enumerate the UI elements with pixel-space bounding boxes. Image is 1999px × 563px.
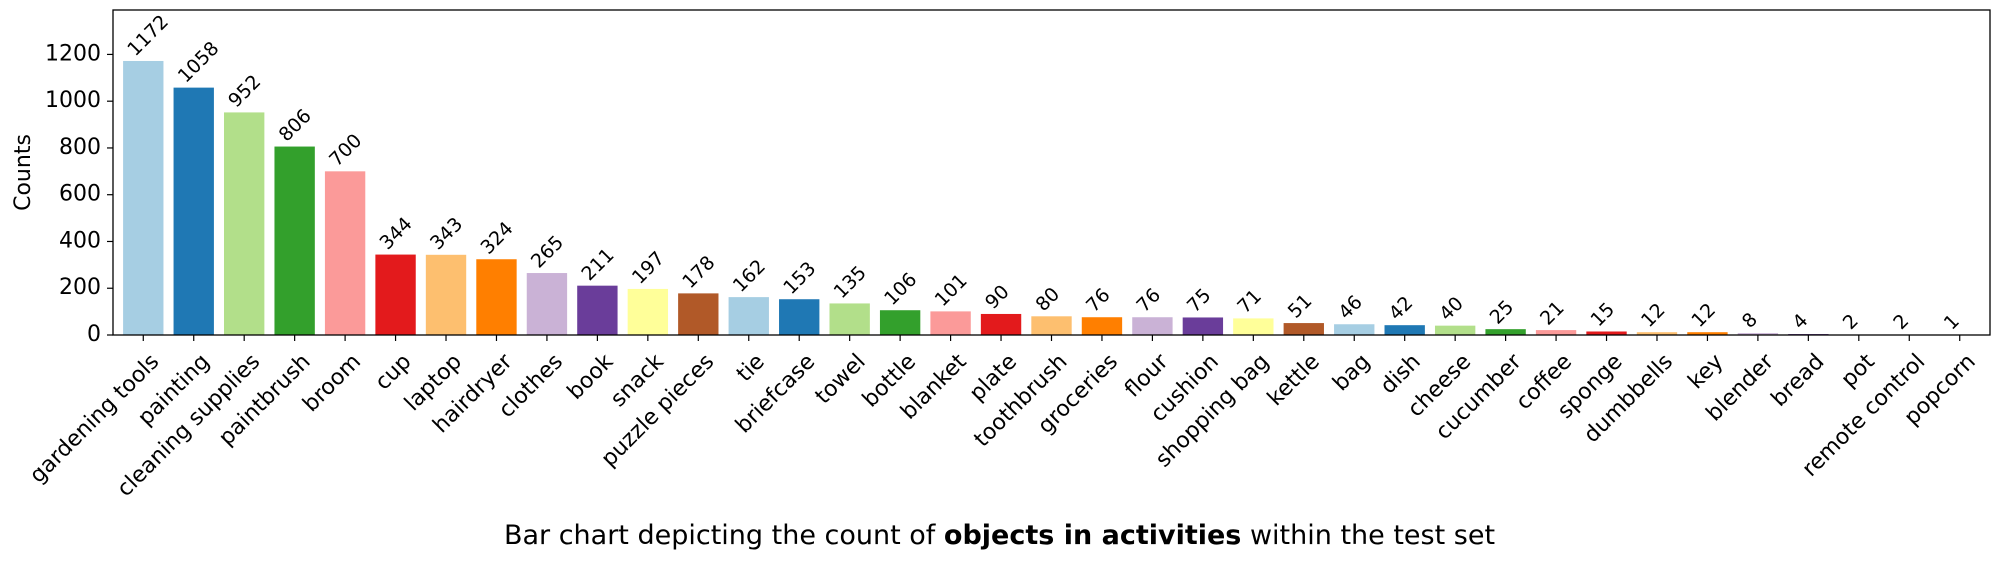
value-label: 700 [325,130,366,171]
value-label: 8 [1738,309,1762,333]
value-label: 21 [1536,297,1569,330]
y-tick-label: 600 [59,182,101,207]
value-label: 2 [1889,310,1913,334]
bar-blanket [930,311,971,335]
value-label: 15 [1587,298,1620,331]
value-label: 80 [1031,283,1064,316]
bar-clothes [526,273,568,335]
bar-snack [627,288,669,335]
bar-gardening-tools [123,60,164,335]
x-tick-label: bag [1328,349,1375,396]
y-tick-label: 200 [59,275,101,300]
bar-coffee [1535,330,1577,335]
bar-cushion [1182,317,1224,335]
bar-hairdryer [476,259,517,335]
value-label: 324 [476,218,517,259]
value-label: 952 [224,71,265,112]
y-tick-label: 0 [87,322,101,347]
value-label: 1 [1940,310,1964,334]
value-label: 75 [1183,284,1216,317]
bar-bottle [879,310,921,335]
value-label: 42 [1385,292,1418,325]
value-label: 1058 [174,37,224,87]
bar-briefcase [779,299,820,335]
y-tick-label: 1000 [45,88,101,113]
x-tick-label: towel [811,349,871,409]
bar-cleaning-supplies [224,112,265,336]
bar-flour [1132,317,1173,335]
value-label: 101 [931,270,972,311]
bar-book [577,285,618,335]
y-tick-label: 1200 [45,41,101,66]
bar-painting [173,87,214,335]
bar-puzzle-pieces [678,293,719,335]
x-tick-label: pot [1837,349,1880,392]
bar-kettle [1283,323,1324,335]
bar-cup [375,254,416,335]
bar-shopping-bag [1233,318,1274,335]
bar-blender [1737,333,1779,335]
bar-paintbrush [274,146,315,335]
bar-cheese [1434,325,1476,335]
x-tick-label: bread [1767,349,1830,412]
value-label: 71 [1233,285,1266,318]
value-label: 90 [981,281,1014,314]
value-label: 51 [1284,290,1317,323]
bars-group [123,60,1980,336]
value-label: 162 [729,255,770,296]
value-label: 178 [678,252,719,293]
caption-suffix: within the test set [1241,520,1496,551]
bar-dish [1384,325,1425,335]
bar-towel [829,303,870,335]
value-label: 46 [1334,291,1367,324]
x-tick-label: kettle [1263,349,1325,411]
bar-toothbrush [1031,316,1072,335]
bar-plate [980,313,1022,335]
value-label: 106 [880,269,921,310]
value-label: 153 [779,258,820,299]
y-tick-label: 400 [59,228,101,253]
value-label: 12 [1687,299,1720,332]
value-label: 76 [1132,284,1165,317]
value-label: 2 [1839,310,1863,334]
value-label: 211 [577,244,618,285]
caption-bold: objects in activities [943,520,1242,551]
caption-prefix: Bar chart depicting the count of [503,520,944,551]
bar-dumbbells [1636,332,1678,335]
value-label: 135 [830,262,871,303]
value-label: 25 [1486,296,1519,329]
value-label: 344 [376,213,417,254]
y-tick-label: 800 [59,135,101,160]
plot-frame [112,9,1991,336]
bar-laptop [425,254,467,335]
value-label: 76 [1082,284,1115,317]
y-axis: 0 200 400 600 800 1000 1200 [45,41,113,347]
value-label: 12 [1637,299,1670,332]
value-label: 1172 [123,11,173,61]
bar-cucumber [1485,329,1526,335]
bar-sponge [1586,331,1627,335]
value-label: 40 [1435,293,1468,326]
figure-caption: Bar chart depicting the count of objects… [0,520,1999,551]
bar-key [1687,332,1728,335]
bar-tie [728,297,769,335]
value-label: 197 [628,247,669,288]
value-label: 4 [1788,309,1812,333]
value-label: 265 [527,231,568,272]
y-axis-label: Counts [11,134,36,211]
bar-bag [1334,324,1375,335]
value-label: 806 [275,105,316,146]
x-tick-label: broom [298,349,366,417]
x-tick-label: tie [732,349,770,387]
value-label: 343 [426,213,467,254]
bar-groceries [1081,317,1123,335]
bar-broom [324,171,366,335]
